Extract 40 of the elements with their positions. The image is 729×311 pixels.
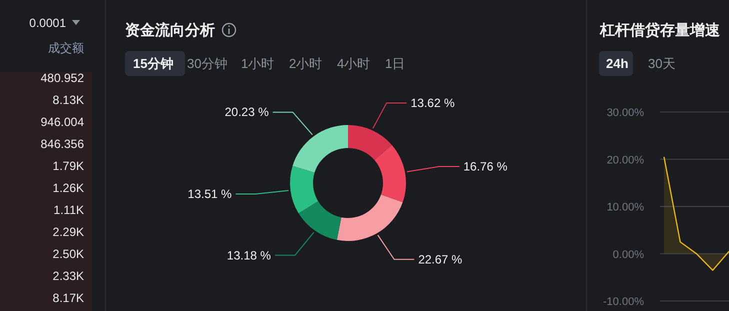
y-tick-label: 30.00% [606, 107, 644, 119]
text: 480.952 [40, 71, 84, 85]
text: 2.33K [52, 269, 84, 283]
donut-slice [298, 201, 342, 240]
text: 1.11K [54, 203, 84, 217]
text: 946.004 [40, 115, 84, 129]
text: 15分钟 [133, 56, 174, 71]
y-tick-label: 20.00% [606, 154, 644, 166]
text: 1小时 [241, 56, 274, 71]
data-label: 13.51 % [188, 186, 232, 201]
text: 24h [606, 56, 628, 71]
data-label: 16.76 % [463, 160, 508, 174]
donut-slice [374, 144, 406, 202]
text: 2.29K [52, 225, 84, 239]
text: 8.13K [52, 93, 84, 107]
text: 1.26K [52, 181, 84, 195]
text: 30天 [648, 56, 676, 71]
text: 0.0001 [29, 16, 66, 30]
chart-title: 资金流向分析 [125, 21, 215, 39]
text: 成交额 [48, 41, 84, 55]
text: 4小时 [337, 56, 370, 71]
chart-title: 杠杆借贷存量增速 [599, 22, 721, 39]
text: 30分钟 [187, 56, 228, 71]
y-tick-label: 10.00% [606, 202, 644, 214]
text: 1日 [385, 56, 406, 71]
data-label: 13.18 % [226, 248, 272, 262]
y-tick-label: 0.00% [612, 248, 644, 261]
text: 2小时 [289, 56, 322, 71]
text: 1.79K [52, 159, 84, 173]
data-label: 22.67 % [418, 252, 463, 266]
donut-slice [292, 125, 348, 173]
text: 846.356 [40, 137, 84, 151]
y-tick-label: -10.00% [603, 296, 644, 308]
text: 2.50K [52, 247, 84, 261]
donut-slice [290, 166, 318, 214]
data-label: 13.62 % [410, 96, 455, 110]
text: 8.17K [52, 291, 84, 305]
data-label: 20.23 % [224, 105, 270, 120]
donut-slice [348, 125, 392, 160]
donut-slice [336, 194, 403, 241]
